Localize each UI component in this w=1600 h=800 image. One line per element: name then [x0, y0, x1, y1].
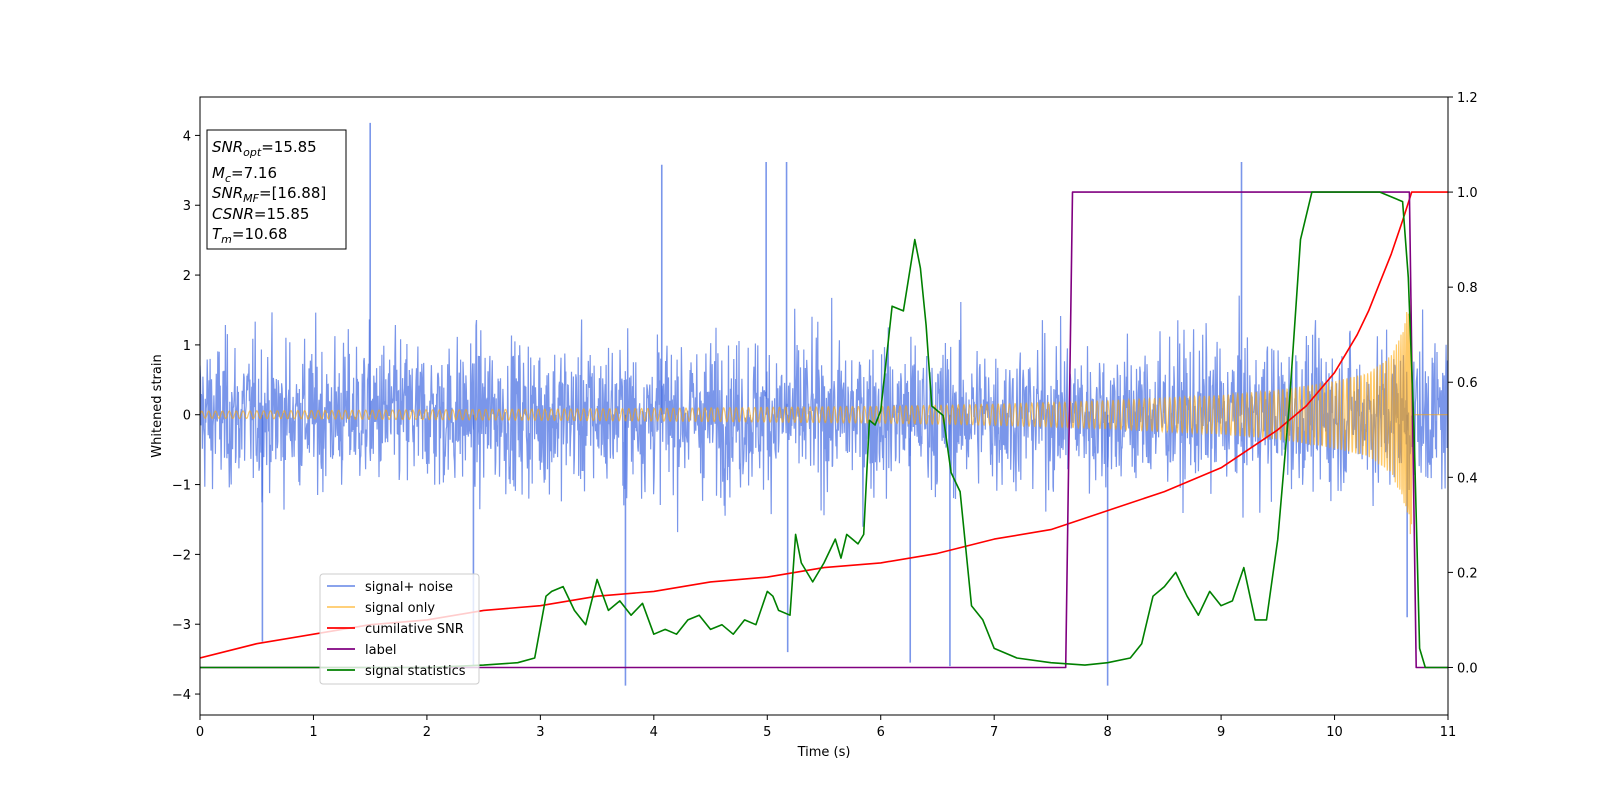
y-tick-label: −4 [172, 688, 191, 703]
legend-label: cumilative SNR [365, 622, 464, 637]
annotation-value: =10.68 [232, 225, 288, 243]
x-tick-label: 3 [536, 725, 544, 740]
y2-tick-label: 0.6 [1457, 376, 1478, 391]
x-tick-label: 2 [423, 725, 431, 740]
y-tick-label: −3 [172, 618, 191, 633]
annotation-subscript: MF [243, 192, 259, 205]
annotation-line: SNRMF=[16.88] [212, 184, 326, 205]
annotation-symbol: T [212, 225, 223, 243]
annotation-value: =15.85 [261, 138, 317, 156]
legend: signal+ noise signal only cumilative SNR la… [319, 573, 480, 685]
y-tick-label: 1 [183, 339, 191, 354]
y-tick-label: −2 [172, 548, 191, 563]
series-cumulative-snr-line [200, 191, 1448, 659]
annotation-symbol: M [212, 164, 225, 182]
x-tick-label: 11 [1440, 725, 1457, 740]
y-axis-label: Whitened strain [150, 354, 165, 457]
legend-label: label [365, 643, 396, 658]
y-axis-right: 0.0 0.2 0.4 0.6 0.8 1.0 1.2 [1448, 91, 1478, 676]
series-signal-only-line [200, 298, 1448, 535]
x-tick-label: 5 [763, 725, 771, 740]
x-tick-label: 8 [1103, 725, 1111, 740]
x-tick-label: 6 [877, 725, 885, 740]
legend-label: signal+ noise [365, 580, 453, 595]
y-tick-label: 4 [183, 129, 191, 144]
y-tick-label: 3 [183, 199, 191, 214]
x-axis-label: Time (s) [797, 745, 851, 760]
y2-tick-label: 0.8 [1457, 281, 1478, 296]
y-axis-left: −4 −3 −2 −1 0 1 2 3 4 [172, 129, 200, 703]
annotation-subscript: m [221, 233, 232, 246]
y-tick-label: 0 [183, 409, 191, 424]
y2-tick-label: 1.0 [1457, 186, 1478, 201]
legend-label: signal statistics [365, 664, 466, 679]
annotation-line: Tm=10.68 [212, 225, 287, 246]
y-tick-label: −1 [172, 479, 191, 494]
annotation-value: =7.16 [231, 164, 277, 182]
legend-frame [319, 573, 480, 685]
y-tick-label: 2 [183, 269, 191, 284]
annotation-symbol: SNR [212, 138, 243, 156]
x-tick-label: 1 [309, 725, 317, 740]
series-signal-noise-line [200, 295, 1448, 533]
annotation-line: SNRopt=15.85 [212, 138, 317, 159]
annotation-line: CSNR=15.85 [212, 205, 309, 223]
annotation-subscript: c [225, 172, 231, 185]
legend-label: signal only [365, 601, 435, 616]
series-label-line [200, 191, 1448, 669]
annotation-value: =[16.88] [259, 184, 326, 202]
x-tick-label: 4 [650, 725, 658, 740]
x-tick-label: 7 [990, 725, 998, 740]
x-tick-label: 0 [196, 725, 204, 740]
y2-tick-label: 0.0 [1457, 661, 1478, 676]
plot-frame [199, 96, 1449, 716]
annotation-symbol: CSNR [212, 205, 254, 223]
annotation-subscript: opt [243, 146, 262, 159]
annotation-value: =15.85 [254, 205, 310, 223]
annotation-box-frame [206, 129, 347, 250]
annotation-symbol: SNR [212, 184, 243, 202]
x-tick-label: 9 [1217, 725, 1225, 740]
x-axis: 0 1 2 3 4 5 6 7 8 9 10 11 [196, 715, 1456, 740]
annotation-line: Mc=7.16 [212, 164, 277, 185]
series-signal-statistics-line [200, 191, 1448, 669]
y2-tick-label: 0.4 [1457, 471, 1478, 486]
x-tick-label: 10 [1326, 725, 1343, 740]
y2-tick-label: 1.2 [1457, 91, 1478, 106]
parameter-annotation-box: SNRopt=15.85Mc=7.16SNRMF=[16.88]CSNR=15.… [206, 129, 347, 250]
y2-tick-label: 0.2 [1457, 566, 1478, 581]
